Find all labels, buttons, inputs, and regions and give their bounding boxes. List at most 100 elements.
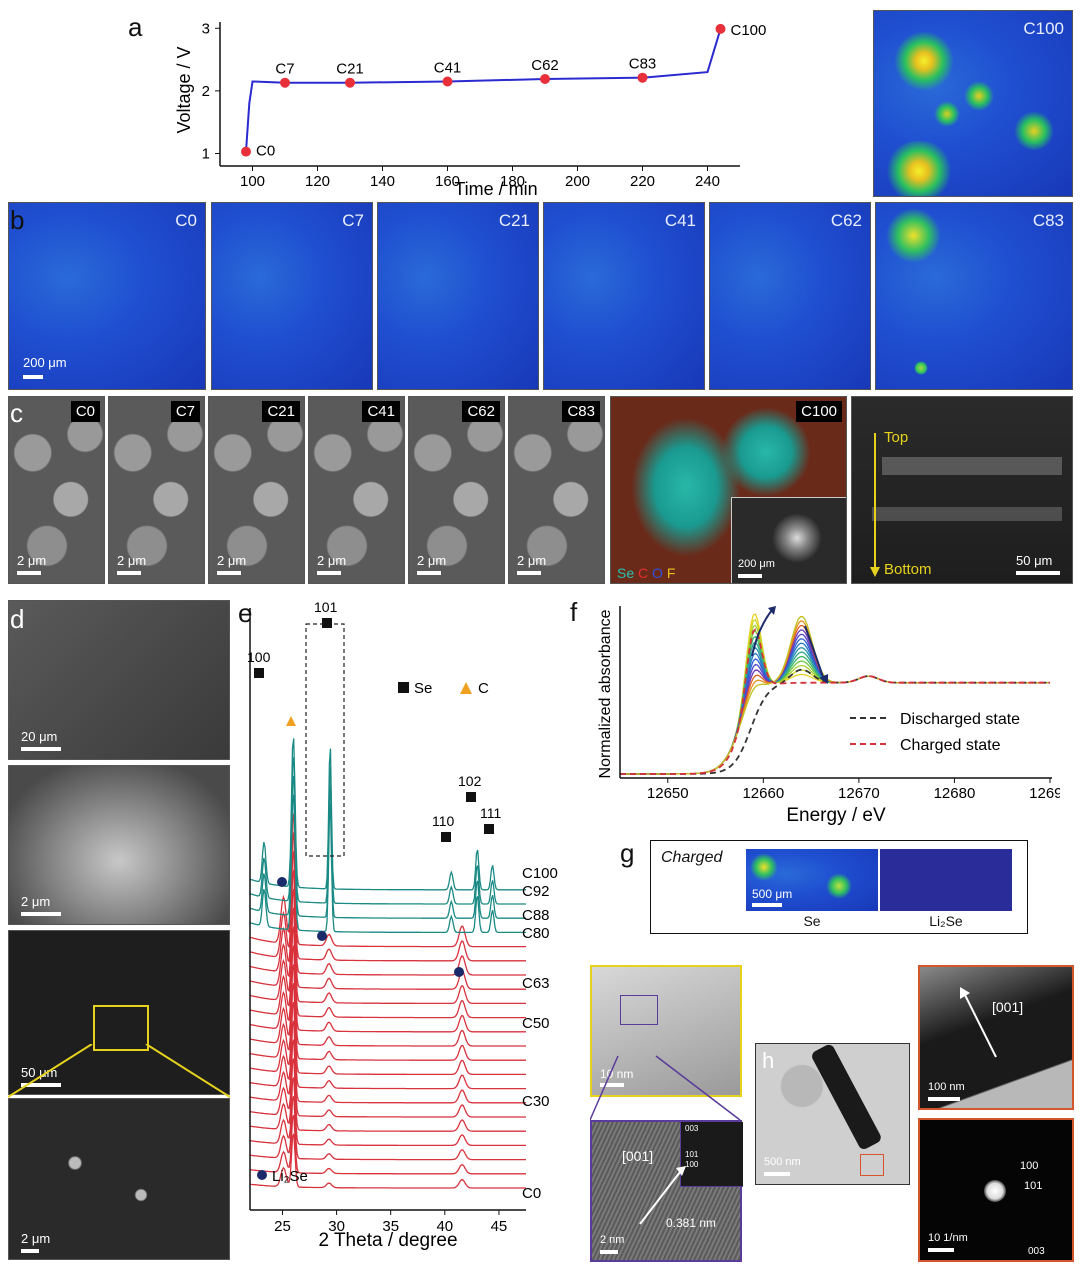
x-tick-label: 12690 <box>1029 785 1060 802</box>
x-axis-label: Time / min <box>454 179 537 199</box>
x-tick-label: 35 <box>382 1218 399 1235</box>
peak-label-102: 102 <box>458 773 482 789</box>
x-tick-label: 45 <box>491 1218 508 1235</box>
x-tick-label: 12660 <box>742 785 784 802</box>
xrd-trace <box>249 1114 526 1175</box>
xanes-curve <box>620 641 1050 775</box>
panel-label-e: e <box>238 598 253 628</box>
x-tick-label: 12680 <box>934 785 976 802</box>
d-spacing-label: 0.381 nm <box>666 1216 717 1230</box>
xanes-chart: 12650 12660 12670 12680 12690 Energy / eV No… <box>597 606 1060 826</box>
zoom-lines <box>8 1044 230 1098</box>
scalebar-label: 100 nm <box>928 1081 965 1093</box>
arrow-down-icon <box>819 674 828 684</box>
map-tile-label: C21 <box>498 211 530 230</box>
sem-tile-label: C0 <box>70 401 100 422</box>
direction-arrow-icon <box>639 1166 686 1225</box>
legend-c: C <box>638 565 649 581</box>
scalebar-label: 500 μm <box>752 887 793 901</box>
xrd-x-label: 2 Theta / degree <box>318 1230 457 1251</box>
xrd-chart: 25 30 35 40 45 2 Theta / degree 100 101 110 … <box>247 599 558 1251</box>
scalebar-label: 200 μm <box>23 355 67 370</box>
peak-label-101: 101 <box>314 599 338 615</box>
sem-tile-label: C83 <box>562 401 600 422</box>
voltage-point-c83 <box>637 72 648 83</box>
tem-rod-image: [001] 100 nm <box>918 965 1074 1110</box>
x-tick-label: 12650 <box>647 785 689 802</box>
xanes-x-label: Energy / eV <box>786 805 886 826</box>
y-tick-label: 1 <box>202 145 210 162</box>
xrd-trace <box>249 738 526 891</box>
map-tile-label: C41 <box>664 211 696 230</box>
sem-dendrite-image: 20 μm <box>8 600 230 760</box>
y-tick-label: 2 <box>202 83 210 100</box>
map-tile-c83: C83 <box>875 202 1073 390</box>
scalebar-label: 2 μm <box>21 894 51 909</box>
scalebar-label: 500 nm <box>764 1156 801 1168</box>
carbon-triangle-icon <box>286 716 296 726</box>
y-axis-label: Voltage / V <box>174 46 194 133</box>
panel-label-h: h <box>762 1048 775 1073</box>
cross-section-image: Top Bottom 50 μm <box>851 396 1073 584</box>
voltage-point-c41 <box>442 76 453 87</box>
cross-bottom-label: Bottom <box>884 561 932 578</box>
direction-label: [001] <box>622 1148 654 1164</box>
xrd-trace <box>249 1001 526 1090</box>
legend-o: O <box>652 565 663 581</box>
panel-label-f: f <box>570 597 578 627</box>
x-tick-label: 140 <box>370 173 395 190</box>
legend-li2se-label: Li₂Se <box>272 1168 308 1185</box>
voltage-point-label: C21 <box>336 61 364 78</box>
voltage-point-label: C62 <box>531 57 559 74</box>
panel-g-box: Charged 500 μm Se Li₂Se <box>650 840 1028 934</box>
map-tile-label: C0 <box>175 211 197 230</box>
xrd-trace-label: C0 <box>522 1185 541 1202</box>
legend-c-triangle-icon <box>460 682 472 694</box>
xanes-y-label: Normalized absorbance <box>597 609 614 778</box>
map-tile-label: C83 <box>1032 211 1064 230</box>
xrd-trace <box>249 1096 526 1161</box>
xanes-curve <box>620 642 1050 775</box>
scalebar-label: 200 μm <box>738 558 775 570</box>
x-tick-label: 180 <box>500 173 525 190</box>
scalebar-label: 2 μm <box>517 553 547 568</box>
xrd-trace-label: C63 <box>522 975 550 992</box>
tem-overview-image: h 500 nm <box>755 1042 910 1185</box>
panel-label-c: c <box>10 398 23 428</box>
voltage-point-c21 <box>345 77 355 88</box>
voltage-point-c62 <box>540 73 550 84</box>
sem-overview-image: 50 μm <box>8 930 230 1095</box>
se-map-image: 500 μm <box>746 849 878 911</box>
saed-label: 003 <box>1028 1246 1045 1257</box>
x-tick-label: 240 <box>695 173 720 190</box>
map-tile-c7: C7 <box>211 202 373 390</box>
legend-f: F <box>666 565 676 581</box>
sem-tile-c62: C62 2 μm <box>408 396 505 584</box>
y-tick-label: 3 <box>202 20 210 37</box>
voltage-point-c0 <box>241 146 251 157</box>
xrd-trace <box>249 1058 526 1132</box>
sem-tile-c7: C7 2 μm <box>108 396 205 584</box>
legend-c-label: C <box>478 680 489 697</box>
cross-top-label: Top <box>884 429 909 446</box>
x-tick-label: 12670 <box>838 785 880 802</box>
xrd-trace-label: C100 <box>522 865 558 882</box>
saed-label: 100 <box>1020 1160 1039 1172</box>
sem-crystal-image: 2 μm <box>8 765 230 925</box>
panel-g-title: Charged <box>661 849 723 866</box>
legend-se-square-icon <box>398 682 409 693</box>
scalebar-label: 20 μm <box>21 729 58 744</box>
zoom-lines-tem <box>590 1055 741 1121</box>
fft-label: 003 <box>685 1124 699 1133</box>
voltage-point-c7 <box>280 77 290 88</box>
sem-tile-c0: C0 2 μm <box>8 396 105 584</box>
sem-tile-label: C7 <box>170 401 200 422</box>
peak-label-111: 111 <box>480 805 501 821</box>
xrd-trace <box>249 983 526 1076</box>
x-tick-label: 120 <box>305 173 330 190</box>
xrd-trace <box>249 926 526 1033</box>
xrd-trace <box>249 964 526 1061</box>
xrd-trace-label: C50 <box>522 1015 550 1032</box>
sem-particles-image: 2 μm <box>8 1098 230 1260</box>
panel-label-d: d <box>10 604 25 634</box>
